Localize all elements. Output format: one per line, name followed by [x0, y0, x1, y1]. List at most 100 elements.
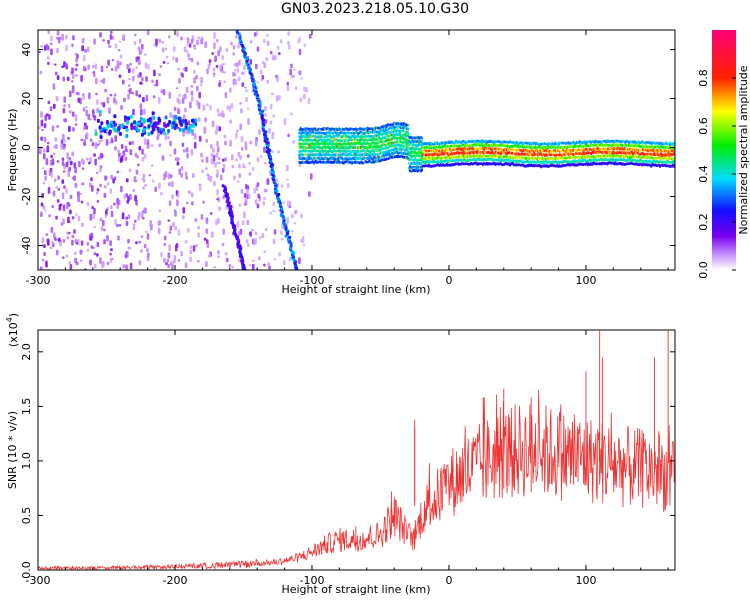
heat-noise-cell [104, 88, 107, 93]
heat-noise-cell [45, 260, 48, 268]
heat-noise-cell [58, 237, 61, 242]
heat-noise-cell [177, 157, 180, 161]
heat-noise-cell [146, 30, 150, 36]
heat-noise-cell [144, 53, 147, 56]
heat-noise-cell [39, 266, 43, 270]
heat-noise-cell [195, 244, 198, 247]
heat-cluster-cell [130, 122, 134, 127]
heat-band-cell [387, 152, 390, 155]
heat-band-cell [324, 149, 327, 152]
heat-noise-cell [210, 152, 214, 158]
heat-noise-cell [75, 261, 79, 266]
heat-noise-cell [82, 38, 85, 41]
heat-noise-cell [193, 133, 197, 140]
heat-noise-cell [256, 157, 260, 163]
heat-band-cell [326, 139, 328, 143]
heat-noise-cell [47, 100, 51, 105]
heat-noise-cell [255, 63, 258, 70]
heat-trace-a-cell [265, 150, 269, 154]
heat-band-cell [561, 156, 563, 159]
heat-noise-cell [254, 231, 258, 236]
heat-band-cell [338, 134, 340, 137]
heat-noise-cell [209, 212, 213, 215]
heat-band-cell [615, 148, 618, 151]
heat-noise-cell [198, 116, 201, 122]
heat-noise-cell [72, 35, 75, 41]
heat-noise-cell [138, 94, 141, 98]
heat-noise-cell [111, 59, 115, 62]
heat-noise-cell [221, 69, 224, 74]
heat-band-cell [404, 141, 407, 144]
heat-noise-cell [160, 252, 163, 258]
heat-band-cell [386, 139, 389, 142]
heat-noise-cell [180, 36, 183, 41]
heat-noise-cell [109, 188, 113, 194]
heat-noise-cell [190, 57, 194, 63]
heat-noise-cell [60, 143, 64, 150]
heat-noise-cell [169, 154, 172, 157]
heat-noise-cell [195, 74, 198, 80]
heat-noise-cell [135, 200, 138, 206]
heat-noise-cell [119, 157, 123, 163]
heat-noise-cell [287, 133, 290, 138]
heat-noise-cell [125, 216, 128, 220]
heat-band-cell [593, 141, 596, 144]
heat-noise-cell [302, 96, 305, 99]
heat-noise-cell [83, 141, 86, 145]
heat-noise-cell [87, 113, 91, 120]
heat-noise-cell [219, 46, 222, 52]
heat-cluster-cell [98, 109, 102, 114]
heat-band-cell [392, 130, 395, 134]
heat-band-cell [415, 168, 418, 171]
heat-cluster-cell [181, 119, 185, 123]
heat-noise-cell [100, 139, 104, 142]
heat-noise-cell [293, 68, 296, 71]
heat-noise-cell [259, 155, 263, 158]
heat-band-cell [404, 135, 407, 138]
heat-noise-cell [124, 156, 128, 161]
heat-noise-cell [244, 141, 248, 148]
heat-noise-cell [132, 67, 135, 74]
heat-band-cell [440, 150, 443, 153]
figure-title: GN03.2023.218.05.10.G30 [280, 1, 470, 17]
heat-cluster-cell [151, 124, 155, 129]
heat-noise-cell [302, 243, 306, 247]
heat-band-cell [579, 140, 582, 143]
heat-noise-cell [289, 257, 292, 262]
heat-noise-cell [158, 143, 162, 147]
heat-noise-cell [208, 254, 211, 258]
heat-noise-cell [202, 200, 205, 204]
heat-noise-cell [84, 48, 87, 53]
heat-noise-cell [223, 71, 226, 74]
heat-cluster-cell [186, 126, 190, 131]
heat-noise-cell [174, 226, 178, 231]
heat-noise-cell [173, 255, 177, 262]
heat-noise-cell [262, 201, 265, 206]
heat-noise-cell [140, 49, 143, 55]
heat-noise-cell [71, 240, 74, 246]
heat-cluster-cell [147, 124, 151, 129]
heat-noise-cell [50, 227, 54, 233]
heat-noise-cell [45, 233, 49, 236]
heat-noise-cell [294, 86, 298, 90]
heat-band-cell [331, 138, 334, 141]
heat-noise-cell [298, 37, 301, 43]
heat-band-cell [384, 124, 387, 127]
heat-noise-cell [74, 114, 78, 120]
heat-band-cell [366, 126, 368, 129]
heat-noise-cell [300, 213, 303, 219]
heat-noise-cell [297, 41, 300, 44]
heat-band-cell [556, 143, 559, 146]
heat-noise-cell [67, 103, 71, 108]
heat-noise-cell [256, 46, 260, 52]
heat-noise-cell [77, 195, 80, 203]
heat-band-cell [427, 161, 430, 164]
heat-band-cell [542, 147, 545, 150]
heat-noise-cell [82, 95, 85, 100]
heat-noise-cell [225, 48, 229, 52]
heat-noise-cell [108, 45, 112, 48]
heat-band-cell [321, 139, 324, 143]
heat-noise-cell [245, 97, 248, 103]
heat-noise-cell [252, 259, 255, 262]
heat-noise-cell [226, 105, 230, 110]
